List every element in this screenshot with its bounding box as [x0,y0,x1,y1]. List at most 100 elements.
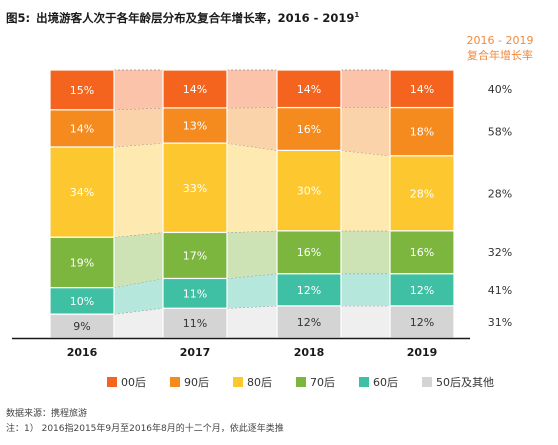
cagr-value-60后: 41% [488,284,512,297]
legend-swatch [170,377,180,387]
data-label-2017-00后: 14% [183,83,207,96]
legend-item-70后: 70后 [296,376,335,389]
legend-label: 90后 [184,376,209,389]
data-label-2019-80后: 28% [410,187,434,200]
bar-segment-2019-00后 [389,69,455,109]
connector-band-60后-2016-2017 [114,278,163,315]
category-label-2018: 2018 [294,346,325,359]
connector-band-60后-2017-2018 [227,273,277,309]
data-label-2018-60后: 12% [297,284,321,297]
bar-segment-2017-00后 [162,69,228,109]
cagr-value-80后: 28% [488,187,512,200]
legend-label: 00后 [121,376,146,389]
connector-band-00后-2018-2019 [341,70,390,108]
bar-segment-2016-00后 [49,69,115,111]
data-label-2019-90后: 18% [410,126,434,139]
connector-band-80后-2018-2019 [341,150,390,231]
data-label-2017-80后: 33% [183,182,207,195]
legend-label: 60后 [373,376,398,389]
data-label-2018-90后: 16% [297,123,321,136]
bar-segment-2018-60后 [276,273,342,307]
chart-title-main: 出境游客人次于各年龄层分布及复合年增长率，2016 - 2019 [36,11,354,25]
connector-band-00后-2016-2017 [114,70,163,110]
data-label-2019-00后: 14% [410,83,434,96]
bars [49,69,455,339]
data-label-2016-80后: 34% [70,186,94,199]
connector-band-70后-2017-2018 [227,230,277,279]
data-label-2019-50后及其他: 12% [410,316,434,329]
connector-bands [113,69,391,338]
data-label-2016-70后: 19% [70,256,94,269]
connector-band-70后-2016-2017 [114,232,163,288]
legend-label: 50后及其他 [436,376,494,389]
cagr-header-line2: 复合年增长率 [467,48,533,62]
data-label-2016-90后: 14% [70,122,94,135]
source-note: 数据来源：携程旅游 [6,407,87,419]
legend-item-00后: 00后 [107,376,146,389]
category-labels: 2016 2017 2018 2019 [67,346,438,359]
data-label-2017-70后: 17% [183,249,207,262]
connector-band-90后-2017-2018 [227,107,277,151]
bar-segment-2019-60后 [389,273,455,307]
bar-segment-2017-90后 [162,107,228,144]
bar-segment-2018-50后及其他 [276,305,342,339]
legend-item-50后及其他: 50后及其他 [422,376,494,389]
cagr-header-line1: 2016 - 2019 [467,34,534,47]
data-label-2018-70后: 16% [297,246,321,259]
data-label-2017-60后: 11% [183,287,207,300]
footnote: 注：1） 2016指2015年9月至2016年8月的十二个月，依此逐年类推 [6,422,284,434]
data-label-2017-50后及其他: 11% [183,317,207,330]
cagr-value-50后及其他: 31% [488,316,512,329]
connector-band-50后及其他-2016-2017 [114,308,163,338]
category-label-2017: 2017 [180,346,211,359]
connector-band-00后-2017-2018 [227,70,277,108]
bar-segment-2016-70后 [49,236,115,289]
chart-title: 图5: 出境游客人次于各年龄层分布及复合年增长率，2016 - 20191 [6,11,359,25]
connector-band-90后-2018-2019 [341,107,390,156]
connector-band-70后-2018-2019 [341,230,390,274]
legend-swatch [422,377,432,387]
legend-label: 80后 [247,376,272,389]
cagr-value-00后: 40% [488,83,512,96]
legend-swatch [359,377,369,387]
connector-band-80后-2016-2017 [114,143,163,238]
legend-item-90后: 90后 [170,376,209,389]
cagr-value-90后: 58% [488,126,512,139]
data-label-2018-80后: 30% [297,185,321,198]
legend-swatch [107,377,117,387]
bar-segment-2018-00后 [276,69,342,109]
data-label-2016-00后: 15% [70,84,94,97]
data-label-2019-70后: 16% [410,246,434,259]
data-label-2016-50后及其他: 9% [73,320,90,333]
bar-segment-2019-90后 [389,106,455,157]
connector-band-50后及其他-2017-2018 [227,305,277,338]
chart-title-prefix: 图5: [6,11,30,25]
bar-segment-2018-80后 [276,149,342,232]
legend-swatch [233,377,243,387]
category-label-2016: 2016 [67,346,98,359]
data-label-2019-60后: 12% [410,284,434,297]
legend-item-60后: 60后 [359,376,398,389]
legend: 00后 90后 80后 70后 60后 50后及其他 [107,376,494,389]
bar-segment-2018-90后 [276,106,342,151]
connector-band-90后-2016-2017 [114,107,163,147]
category-label-2019: 2019 [407,346,438,359]
bar-segment-2019-80后 [389,155,455,232]
data-label-2018-50后及其他: 12% [297,316,321,329]
data-label-2017-90后: 13% [183,119,207,132]
segment-labels: 9% 10% 19% 34% 14% 15% 11% 11% 17% 33% 13% 14% 12% 12… [70,83,434,333]
connector-band-80后-2017-2018 [227,143,277,233]
connector-band-50后及其他-2018-2019 [341,305,390,338]
bar-segment-2017-80后 [162,142,228,234]
chart-title-superscript: 1 [354,11,359,19]
data-label-2018-00后: 14% [297,83,321,96]
legend-label: 70后 [310,376,335,389]
bar-segment-2016-60后 [49,286,115,315]
bar-segment-2017-70后 [162,231,228,280]
cagr-value-70后: 32% [488,246,512,259]
legend-swatch [296,377,306,387]
data-label-2016-60后: 10% [70,295,94,308]
bar-segment-2019-70后 [389,230,455,275]
